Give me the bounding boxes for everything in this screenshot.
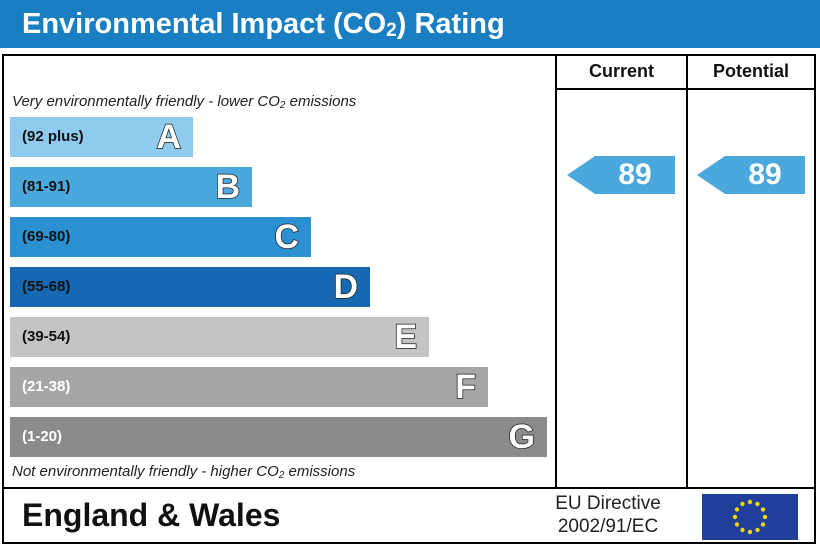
band-letter: C <box>274 217 300 257</box>
potential-rating-arrow: 89 <box>697 156 805 194</box>
eu-star-icon <box>732 514 738 520</box>
current-rating-value: 89 <box>618 158 652 191</box>
eu-star-icon <box>760 522 766 527</box>
band-letter: D <box>333 267 359 307</box>
header-row-divider <box>555 88 816 90</box>
eu-star-icon <box>747 499 753 505</box>
band-a: (92 plus) A <box>10 117 193 157</box>
band-range-label: (39-54) <box>22 328 71 345</box>
band-range-label: (92 plus) <box>22 128 84 145</box>
eu-directive-line1: EU Directive <box>555 493 661 514</box>
potential-column-header: Potential <box>712 61 789 81</box>
page-title: Environmental Impact (CO2) Rating <box>22 8 505 41</box>
current-arrow-shape <box>567 156 675 194</box>
eu-directive: EU Directive 2002/91/EC <box>520 492 696 538</box>
bottom-note: Not environmentally friendly - higher CO… <box>12 463 356 481</box>
band-range-label: (1-20) <box>22 428 63 445</box>
divider-current <box>555 54 557 488</box>
band-c: (69-80) C <box>10 217 311 257</box>
eu-star-icon <box>734 507 740 512</box>
eu-flag-stars <box>732 499 768 535</box>
band-letter: B <box>215 167 241 207</box>
band-letter: F <box>454 367 476 407</box>
band-letter: E <box>394 317 418 357</box>
divider-potential <box>686 54 688 488</box>
band-range-label: (21-38) <box>22 378 71 395</box>
band-b: (81-91) B <box>10 167 252 207</box>
eu-directive-line2: 2002/91/EC <box>557 516 659 537</box>
band-e: (39-54) E <box>10 317 429 357</box>
current-column-header: Current <box>588 61 654 81</box>
rating-frame <box>2 54 816 544</box>
eu-star-icon <box>755 527 760 533</box>
eu-flag-icon <box>702 494 798 540</box>
eu-star-icon <box>760 507 766 512</box>
top-note: Very environmentally friendly - lower CO… <box>12 93 357 111</box>
current-rating-arrow: 89 <box>567 156 675 194</box>
potential-arrow-shape <box>697 156 805 194</box>
band-letter: A <box>156 117 182 157</box>
eu-star-icon <box>740 501 745 507</box>
band-range-label: (81-91) <box>22 178 71 195</box>
eu-star-icon <box>747 529 753 535</box>
band-g: (1-20) G <box>10 417 547 457</box>
band-letter: G <box>508 417 536 457</box>
band-d: (55-68) D <box>10 267 370 307</box>
footer-divider <box>2 487 816 489</box>
eu-star-icon <box>762 514 768 520</box>
band-range-label: (69-80) <box>22 228 71 245</box>
band-f: (21-38) F <box>10 367 488 407</box>
eu-star-icon <box>755 501 760 507</box>
header-bar: Environmental Impact (CO2) Rating <box>0 0 820 48</box>
eu-star-icon <box>734 522 740 527</box>
band-range-label: (55-68) <box>22 278 71 295</box>
eu-star-icon <box>740 527 745 533</box>
potential-rating-value: 89 <box>748 158 782 191</box>
region-label: England & Wales <box>22 497 281 533</box>
